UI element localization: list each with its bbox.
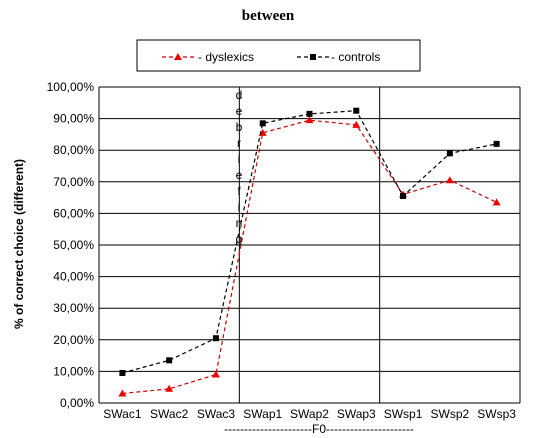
data-point-dyslexics-4 (305, 116, 314, 124)
data-point-dyslexics-7 (445, 176, 454, 184)
x-category-labels: SWac1 SWac2 SWac3 SWap1 SWap2 SWap3 SWsp1 SWsp2… (103, 407, 516, 421)
x-tick-label: SWap1 (243, 407, 282, 421)
x-tick-label: SWsp1 (384, 407, 423, 421)
x-tick-label: SWac2 (150, 407, 189, 421)
y-tick-labels: 0,00% 10,00% 20,00% 30,00% 40,00% 50,00% 60,00… (47, 80, 95, 410)
series-controls (119, 107, 500, 376)
y-tick-label: 50,00% (53, 238, 94, 252)
gridlines (98, 86, 521, 404)
data-point-dyslexics-0 (118, 389, 127, 397)
data-point-dyslexics-8 (492, 198, 501, 206)
y-tick-label: 10,00% (53, 364, 94, 378)
data-point-controls-7 (446, 150, 453, 157)
vertical-annotation-letter: r (237, 136, 241, 150)
x-tick-label: SWac3 (197, 407, 236, 421)
vertical-annotation-letter: b (236, 120, 243, 134)
x-tick-label: SWap2 (290, 407, 329, 421)
x-tick-label: SWsp3 (477, 407, 516, 421)
data-point-controls-5 (353, 107, 360, 114)
data-point-dyslexics-5 (352, 120, 361, 128)
series-line-dyslexics (122, 119, 497, 395)
x-group-label: ----------------------F0----------------… (224, 422, 414, 436)
vertical-annotation-letter: f (237, 184, 241, 198)
data-point-controls-2 (212, 335, 219, 342)
data-point-dyslexics-1 (165, 384, 174, 392)
y-tick-label: 20,00% (53, 333, 94, 347)
legend: - dyslexics - controls (136, 39, 421, 72)
data-point-controls-6 (400, 193, 407, 200)
y-tick-label: 40,00% (53, 270, 94, 284)
y-tick-label: 80,00% (53, 143, 94, 157)
x-tick-label: SWac1 (103, 407, 142, 421)
data-point-controls-4 (306, 110, 313, 117)
y-tick-label: 70,00% (53, 175, 94, 189)
chart-title: between (242, 8, 295, 24)
legend-dyslexics-marker (174, 53, 182, 60)
vertical-annotation-letter: e (236, 168, 243, 182)
data-point-controls-3 (259, 120, 266, 127)
vertical-annotation-letter: d (236, 88, 243, 102)
data-point-controls-8 (493, 140, 500, 147)
y-tick-label: 100,00% (47, 80, 95, 94)
y-axis-label: % of correct choice (different) (12, 159, 26, 329)
x-tick-label: SWap3 (337, 407, 376, 421)
legend-controls-label: - controls (331, 50, 380, 64)
y-tick-label: 60,00% (53, 206, 94, 220)
vertical-annotation-letter: i (238, 152, 241, 166)
data-point-dyslexics-2 (211, 370, 220, 378)
y-tick-label: 0,00% (60, 396, 94, 410)
legend-controls-marker (310, 54, 316, 60)
legend-dyslexics-label: - dyslexics (198, 50, 254, 64)
x-tick-label: SWsp2 (430, 407, 469, 421)
series-dyslexics (118, 116, 501, 397)
data-point-controls-0 (119, 369, 126, 376)
data-point-controls-1 (166, 357, 173, 364)
vertical-annotation-letter: e (236, 104, 243, 118)
y-tick-label: 30,00% (53, 301, 94, 315)
y-tick-label: 90,00% (53, 112, 94, 126)
vertical-annotation-letter: n (236, 216, 243, 230)
data-series (118, 107, 501, 397)
vertical-annotation-letter: g (236, 232, 243, 246)
legend-box (136, 39, 421, 72)
vertical-annotation-letter: i (238, 200, 241, 214)
